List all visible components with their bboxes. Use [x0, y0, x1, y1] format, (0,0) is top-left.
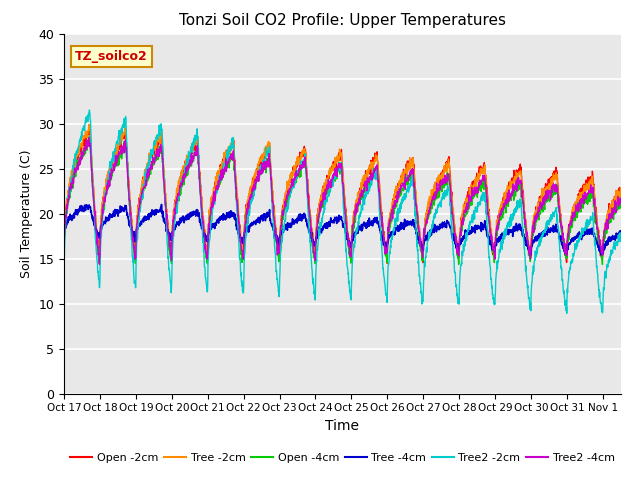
- Line: Tree2 -2cm: Tree2 -2cm: [64, 110, 621, 313]
- Open -2cm: [499, 203, 507, 208]
- Tree -4cm: [602, 241, 609, 247]
- X-axis label: Time: Time: [325, 419, 360, 433]
- Tree -4cm: [60, 235, 68, 241]
- Tree -2cm: [347, 257, 355, 263]
- Tree -2cm: [89, 170, 97, 176]
- Tree2 -2cm: [316, 220, 324, 226]
- Open -4cm: [316, 204, 324, 210]
- Tree -2cm: [601, 226, 609, 232]
- Tree -4cm: [527, 252, 535, 258]
- Tree -4cm: [617, 228, 625, 234]
- Line: Tree -4cm: Tree -4cm: [64, 204, 621, 255]
- Tree2 -4cm: [317, 208, 324, 214]
- Open -2cm: [60, 250, 68, 256]
- Tree -4cm: [499, 235, 506, 240]
- Tree2 -4cm: [602, 225, 609, 231]
- Tree2 -2cm: [499, 240, 506, 245]
- Open -4cm: [60, 263, 68, 268]
- Tree2 -2cm: [602, 268, 609, 274]
- Tree2 -4cm: [89, 185, 97, 191]
- Open -4cm: [89, 183, 97, 189]
- Title: Tonzi Soil CO2 Profile: Upper Temperatures: Tonzi Soil CO2 Profile: Upper Temperatur…: [179, 13, 506, 28]
- Tree2 -2cm: [601, 270, 609, 276]
- Open -4cm: [499, 215, 506, 221]
- Open -2cm: [316, 197, 324, 203]
- Tree -4cm: [331, 216, 339, 221]
- Open -2cm: [88, 172, 96, 178]
- Open -2cm: [331, 162, 339, 168]
- Open -2cm: [602, 225, 609, 231]
- Tree2 -4cm: [499, 207, 507, 213]
- Line: Open -4cm: Open -4cm: [64, 137, 621, 265]
- Tree -2cm: [331, 155, 339, 160]
- Tree2 -2cm: [617, 230, 625, 236]
- Tree2 -4cm: [85, 134, 93, 140]
- Tree2 -2cm: [60, 283, 68, 288]
- Tree2 -4cm: [617, 199, 625, 205]
- Open -2cm: [122, 125, 129, 131]
- Tree -2cm: [60, 253, 68, 259]
- Line: Open -2cm: Open -2cm: [64, 128, 621, 263]
- Y-axis label: Soil Temperature (C): Soil Temperature (C): [20, 149, 33, 278]
- Tree2 -2cm: [563, 311, 571, 316]
- Open -2cm: [383, 260, 391, 266]
- Tree -2cm: [617, 188, 625, 194]
- Line: Tree2 -4cm: Tree2 -4cm: [64, 137, 621, 264]
- Open -4cm: [617, 204, 625, 210]
- Tree -4cm: [88, 216, 96, 222]
- Tree -2cm: [499, 201, 507, 207]
- Tree -4cm: [316, 227, 324, 233]
- Tree2 -2cm: [86, 107, 93, 113]
- Open -4cm: [601, 231, 609, 237]
- Tree -2cm: [602, 229, 609, 235]
- Tree2 -4cm: [95, 261, 103, 267]
- Tree -4cm: [601, 245, 609, 251]
- Tree -4cm: [157, 202, 165, 207]
- Tree -2cm: [316, 200, 324, 206]
- Tree2 -2cm: [89, 182, 97, 188]
- Line: Tree -2cm: Tree -2cm: [64, 124, 621, 260]
- Open -4cm: [601, 232, 609, 238]
- Tree2 -4cm: [60, 258, 68, 264]
- Open -4cm: [331, 179, 339, 184]
- Open -4cm: [86, 134, 93, 140]
- Text: TZ_soilco2: TZ_soilco2: [75, 50, 148, 63]
- Open -2cm: [601, 225, 609, 230]
- Legend: Open -2cm, Tree -2cm, Open -4cm, Tree -4cm, Tree2 -2cm, Tree2 -4cm: Open -2cm, Tree -2cm, Open -4cm, Tree -4…: [66, 448, 619, 467]
- Tree2 -2cm: [331, 170, 339, 176]
- Tree -2cm: [85, 121, 93, 127]
- Tree2 -4cm: [332, 172, 339, 178]
- Tree2 -4cm: [601, 226, 609, 231]
- Open -2cm: [617, 188, 625, 193]
